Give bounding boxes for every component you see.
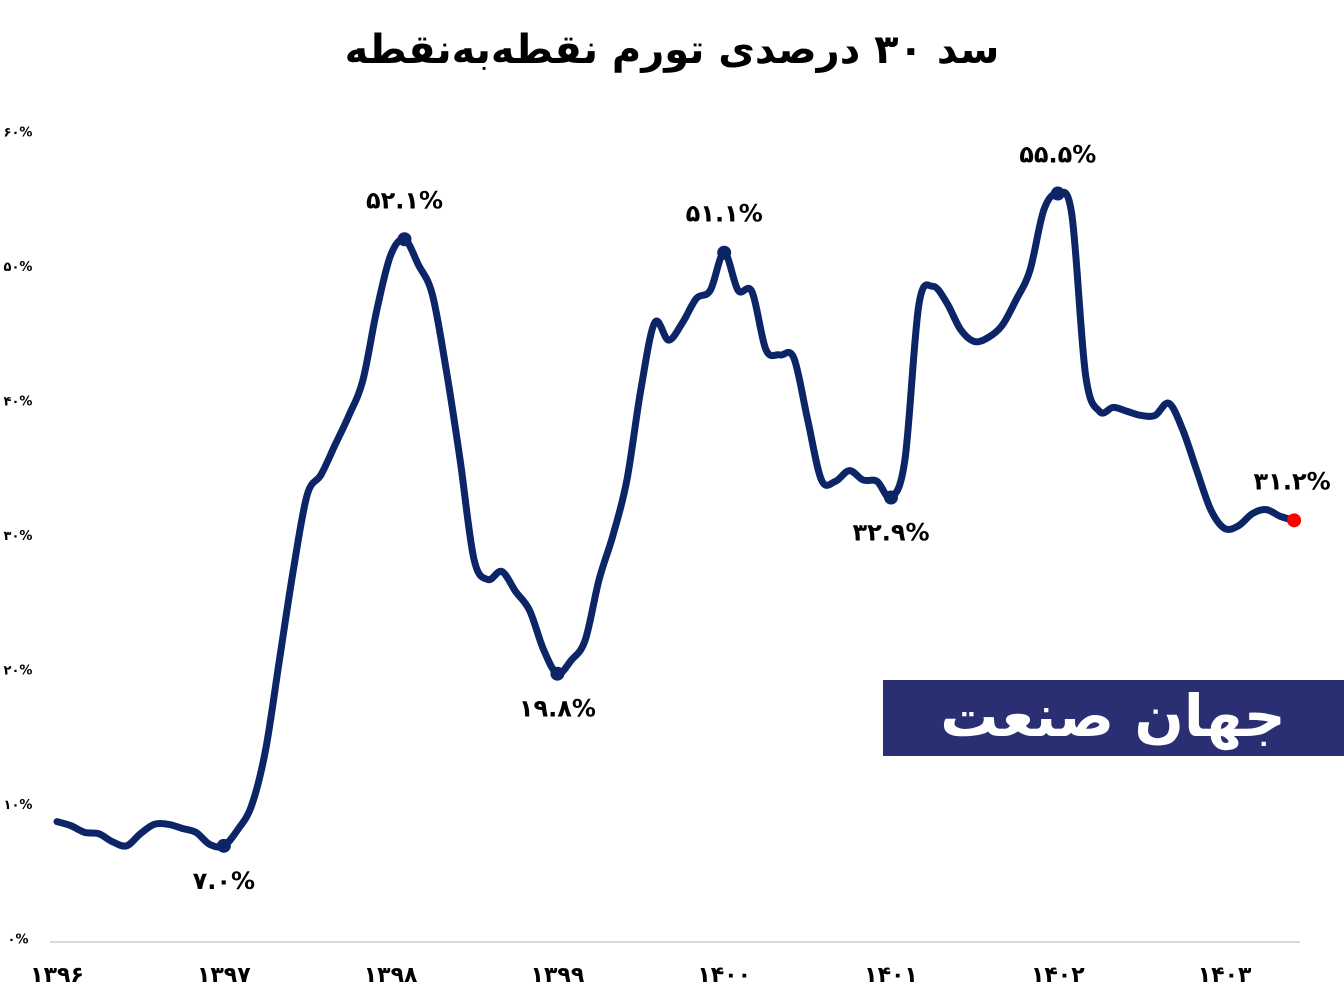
y-tick-label: ۵۰% (4, 260, 33, 275)
data-label: ۳۱.۲% (1254, 467, 1331, 495)
point (216, 838, 231, 853)
y-tick-label: ۶۰% (4, 126, 33, 141)
y-tick-label: ۲۰% (4, 664, 33, 679)
point (1287, 513, 1302, 528)
point (884, 490, 898, 505)
point (717, 245, 732, 260)
x-tick-label: ۱۳۹۹ (531, 963, 585, 988)
watermark-box (883, 680, 1344, 756)
x-tick-label: ۱۳۹۶ (30, 963, 84, 988)
x-tick-label: ۱۴۰۰ (697, 963, 751, 988)
data-label: ۵۱.۱% (686, 200, 763, 228)
x-tick-label: ۱۴۰۲ (1031, 963, 1085, 988)
x-tick-label: ۱۴۰۱ (864, 963, 918, 988)
data-label: ۵۵.۵% (1019, 141, 1096, 169)
y-tick-label: ۰% (8, 933, 29, 948)
data-label: ۵۲.۱% (366, 186, 443, 214)
line (53, 188, 1298, 851)
data-label: ۳۲.۹% (852, 518, 929, 546)
point (1050, 186, 1065, 201)
data-label: ۷.۰% (193, 867, 255, 895)
x-tick-label: ۱۳۹۷ (197, 963, 251, 988)
y-tick-label: ۳۰% (4, 529, 33, 544)
y-tick-label: ۴۰% (4, 395, 33, 410)
point (397, 232, 412, 247)
watermark: جهان صنعت (940, 682, 1285, 751)
y-tick-label: ۱۰% (4, 798, 33, 813)
point (550, 666, 565, 681)
data-label: ۱۹.۸% (519, 695, 596, 723)
x-tick-label: ۱۴۰۳ (1198, 963, 1252, 988)
chart-title: سد ۳۰ درصدی تورم نقطه‌به‌نقطه (345, 27, 1000, 73)
x-tick-label: ۱۳۹۸ (364, 963, 418, 988)
